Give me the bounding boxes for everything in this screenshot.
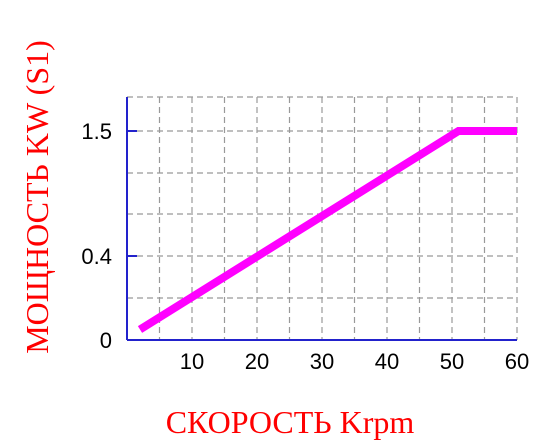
x-tick-label: 20	[245, 349, 269, 374]
y-axis-title: МОЩНОСТЬ KW (S1)	[19, 40, 55, 354]
axes	[126, 97, 517, 341]
y-tick-label: 1.5	[81, 119, 112, 144]
y-tick-labels: 0 0.4 1.5	[81, 119, 112, 353]
x-tick-label: 30	[310, 349, 334, 374]
x-tick-label: 40	[375, 349, 399, 374]
series-line	[137, 127, 517, 333]
x-tick-label: 60	[505, 349, 529, 374]
x-tick-label: 50	[440, 349, 464, 374]
x-tick-label: 10	[180, 349, 204, 374]
series-group	[137, 127, 517, 333]
y-tick-label: 0.4	[81, 244, 112, 269]
x-tick-labels: 10 20 30 40 50 60	[180, 349, 529, 374]
x-axis-title: СКОРОСТЬ Krpm	[166, 404, 415, 440]
y-tick-label: 0	[100, 328, 112, 353]
